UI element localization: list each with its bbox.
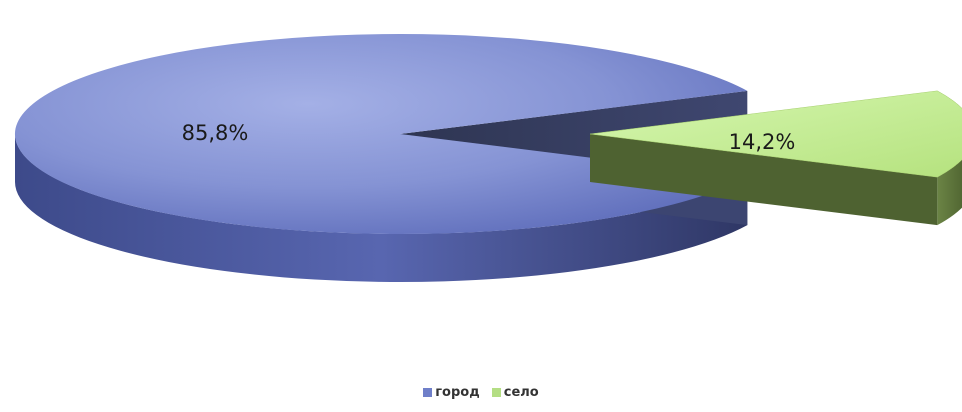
legend-item-selo: село xyxy=(491,385,539,400)
pie-data-labels: 85,8% 14,2% xyxy=(182,121,796,154)
slice-gorod-side xyxy=(15,134,748,282)
slice-gorod xyxy=(14,34,748,235)
legend-label: город xyxy=(435,385,480,400)
legend-label: село xyxy=(503,385,539,400)
legend-swatch-icon xyxy=(491,388,501,397)
legend-swatch-icon xyxy=(423,388,433,397)
data-label-gorod: 85,8% xyxy=(182,121,249,145)
legend-item-gorod: город xyxy=(423,385,480,400)
legend: город село xyxy=(0,385,962,400)
slice-selo xyxy=(589,90,962,178)
slice-selo-cut-face xyxy=(590,134,938,226)
data-label-selo: 14,2% xyxy=(729,130,796,154)
pie-slices xyxy=(14,34,962,282)
